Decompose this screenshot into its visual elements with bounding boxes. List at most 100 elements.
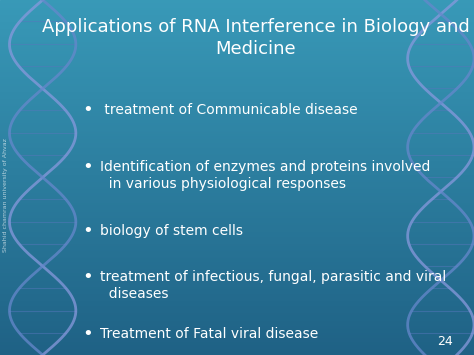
Bar bbox=[0, 181, 474, 183]
Bar bbox=[0, 103, 474, 105]
Bar bbox=[0, 222, 474, 224]
Bar bbox=[0, 295, 474, 296]
Bar bbox=[0, 146, 474, 147]
Bar bbox=[0, 291, 474, 293]
Bar bbox=[0, 41, 474, 43]
Bar bbox=[0, 300, 474, 302]
Bar bbox=[0, 293, 474, 295]
Bar bbox=[0, 202, 474, 204]
Bar bbox=[0, 16, 474, 18]
Bar bbox=[0, 4, 474, 5]
Bar bbox=[0, 128, 474, 130]
Bar bbox=[0, 197, 474, 199]
Bar bbox=[0, 247, 474, 248]
Bar bbox=[0, 106, 474, 108]
Bar bbox=[0, 218, 474, 220]
Bar bbox=[0, 158, 474, 160]
Bar bbox=[0, 9, 474, 11]
Bar bbox=[0, 298, 474, 300]
Bar bbox=[0, 305, 474, 307]
Bar bbox=[0, 248, 474, 250]
Bar bbox=[0, 330, 474, 332]
Bar bbox=[0, 144, 474, 146]
Bar bbox=[0, 59, 474, 60]
Bar bbox=[0, 115, 474, 117]
Bar bbox=[0, 270, 474, 272]
Bar bbox=[0, 327, 474, 328]
Bar bbox=[0, 105, 474, 106]
Bar bbox=[0, 225, 474, 227]
Bar bbox=[0, 121, 474, 122]
Text: Identification of enzymes and proteins involved
  in various physiological respo: Identification of enzymes and proteins i… bbox=[100, 160, 430, 191]
Bar bbox=[0, 188, 474, 190]
Bar bbox=[0, 0, 474, 2]
Bar bbox=[0, 57, 474, 59]
Bar bbox=[0, 179, 474, 181]
Bar bbox=[0, 272, 474, 273]
Bar bbox=[0, 170, 474, 172]
Text: Applications of RNA Interference in Biology and
Medicine: Applications of RNA Interference in Biol… bbox=[42, 18, 470, 58]
Bar bbox=[0, 341, 474, 343]
Text: •: • bbox=[82, 325, 93, 343]
Bar bbox=[0, 185, 474, 186]
Bar bbox=[0, 82, 474, 83]
Bar bbox=[0, 91, 474, 92]
Bar bbox=[0, 138, 474, 140]
Bar bbox=[0, 286, 474, 288]
Bar bbox=[0, 201, 474, 202]
Bar bbox=[0, 233, 474, 234]
Bar bbox=[0, 346, 474, 348]
Bar bbox=[0, 50, 474, 51]
Text: •: • bbox=[82, 268, 93, 286]
Bar bbox=[0, 85, 474, 87]
Bar bbox=[0, 323, 474, 325]
Text: •: • bbox=[82, 158, 93, 176]
Bar bbox=[0, 186, 474, 188]
Bar bbox=[0, 257, 474, 259]
Bar bbox=[0, 337, 474, 339]
Bar bbox=[0, 119, 474, 121]
Bar bbox=[0, 130, 474, 131]
Bar bbox=[0, 99, 474, 101]
Bar bbox=[0, 263, 474, 264]
Bar bbox=[0, 268, 474, 270]
Bar bbox=[0, 277, 474, 279]
Bar bbox=[0, 44, 474, 46]
Bar bbox=[0, 243, 474, 245]
Bar bbox=[0, 259, 474, 261]
Bar bbox=[0, 43, 474, 44]
Bar bbox=[0, 30, 474, 32]
Bar bbox=[0, 192, 474, 193]
Bar bbox=[0, 176, 474, 178]
Bar bbox=[0, 328, 474, 330]
Bar bbox=[0, 48, 474, 50]
Bar bbox=[0, 151, 474, 153]
Bar bbox=[0, 156, 474, 158]
Bar bbox=[0, 312, 474, 314]
Bar bbox=[0, 234, 474, 236]
Bar bbox=[0, 273, 474, 275]
Bar bbox=[0, 98, 474, 99]
Bar bbox=[0, 307, 474, 309]
Bar bbox=[0, 67, 474, 69]
Bar bbox=[0, 37, 474, 39]
Bar bbox=[0, 36, 474, 37]
Bar bbox=[0, 314, 474, 316]
Bar bbox=[0, 193, 474, 195]
Bar bbox=[0, 18, 474, 20]
Bar bbox=[0, 190, 474, 192]
Text: Treatment of Fatal viral disease: Treatment of Fatal viral disease bbox=[100, 327, 318, 340]
Bar bbox=[0, 238, 474, 240]
Bar bbox=[0, 51, 474, 53]
Bar bbox=[0, 321, 474, 323]
Bar bbox=[0, 199, 474, 201]
Bar bbox=[0, 131, 474, 133]
Bar bbox=[0, 320, 474, 321]
Text: treatment of infectious, fungal, parasitic and viral
  diseases: treatment of infectious, fungal, parasit… bbox=[100, 270, 446, 301]
Bar bbox=[0, 229, 474, 231]
Bar bbox=[0, 112, 474, 114]
Bar bbox=[0, 348, 474, 350]
Bar bbox=[0, 206, 474, 208]
Bar bbox=[0, 110, 474, 112]
Text: •: • bbox=[82, 222, 93, 240]
